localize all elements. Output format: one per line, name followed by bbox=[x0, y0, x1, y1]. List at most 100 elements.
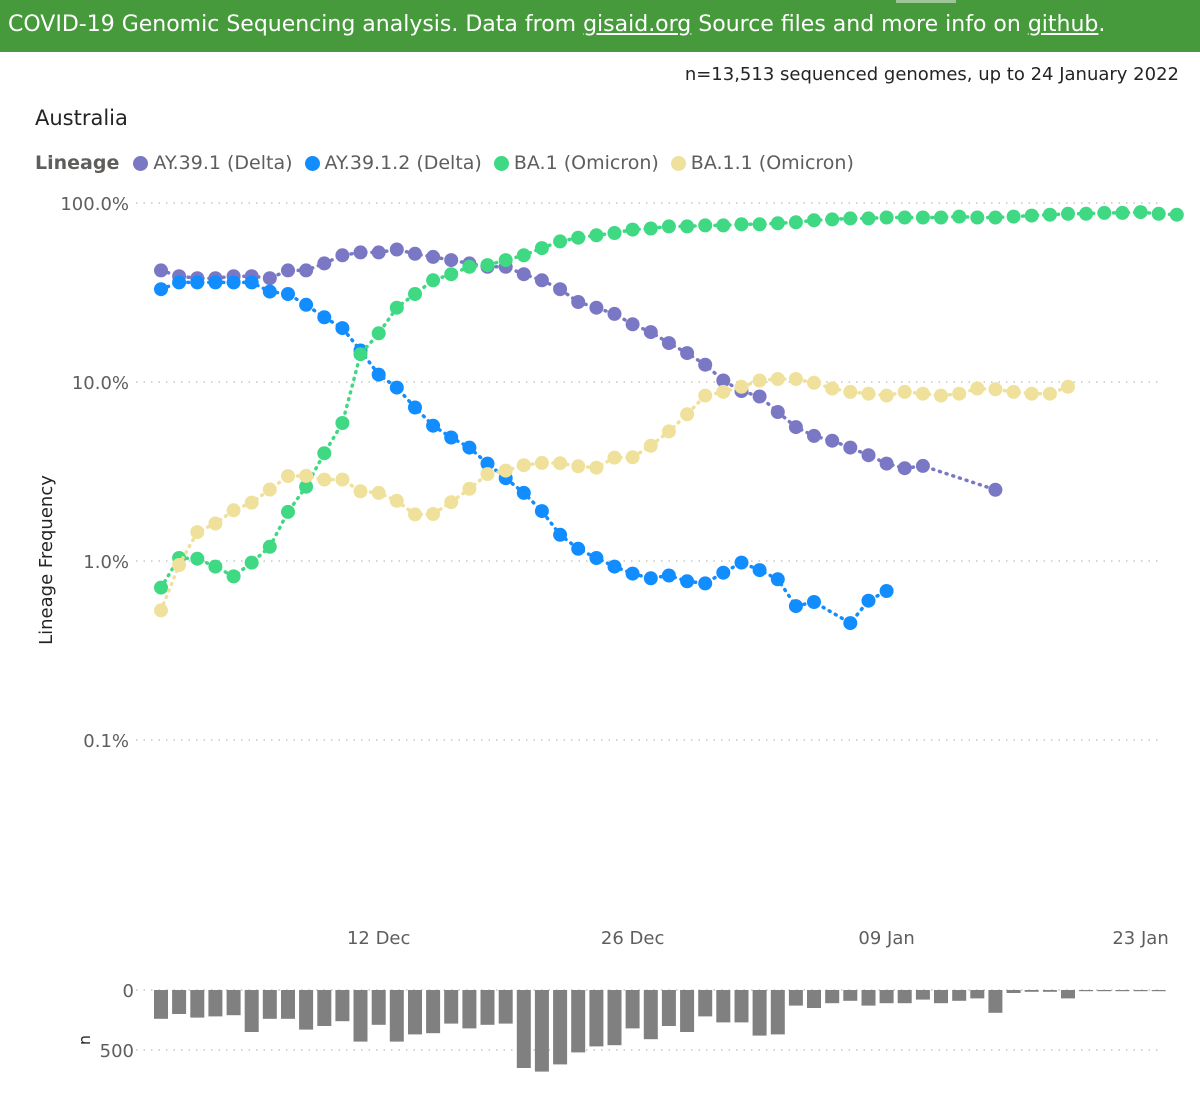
data-point[interactable] bbox=[299, 468, 314, 483]
data-point[interactable] bbox=[553, 527, 568, 542]
data-point[interactable] bbox=[934, 210, 948, 225]
data-point[interactable] bbox=[426, 418, 441, 433]
data-point[interactable] bbox=[698, 576, 713, 591]
data-point[interactable] bbox=[807, 213, 821, 228]
count-bar[interactable] bbox=[498, 990, 513, 1024]
data-point[interactable] bbox=[408, 287, 422, 301]
data-point[interactable] bbox=[444, 430, 459, 445]
data-point[interactable] bbox=[897, 461, 912, 476]
data-point[interactable] bbox=[371, 485, 386, 500]
data-point[interactable] bbox=[281, 504, 295, 519]
data-point[interactable] bbox=[1097, 205, 1112, 220]
count-bar[interactable] bbox=[897, 990, 912, 1004]
data-point[interactable] bbox=[897, 384, 912, 399]
data-point[interactable] bbox=[262, 482, 277, 497]
count-bar[interactable] bbox=[534, 990, 549, 1072]
count-bar[interactable] bbox=[752, 990, 767, 1036]
data-point[interactable] bbox=[752, 217, 767, 232]
data-point[interactable] bbox=[389, 242, 404, 257]
data-point[interactable] bbox=[480, 456, 495, 471]
data-point[interactable] bbox=[716, 218, 731, 233]
data-point[interactable] bbox=[462, 481, 477, 496]
data-point[interactable] bbox=[244, 555, 259, 570]
data-point[interactable] bbox=[281, 263, 295, 278]
data-point[interactable] bbox=[770, 405, 785, 419]
count-bar[interactable] bbox=[643, 990, 658, 1040]
data-point[interactable] bbox=[353, 245, 368, 260]
data-point[interactable] bbox=[371, 245, 386, 260]
count-bar[interactable] bbox=[1079, 990, 1094, 992]
data-point[interactable] bbox=[1042, 207, 1057, 222]
data-point[interactable] bbox=[516, 485, 531, 500]
data-point[interactable] bbox=[661, 424, 676, 439]
count-bar[interactable] bbox=[1061, 990, 1075, 999]
data-point[interactable] bbox=[1151, 206, 1166, 221]
data-point[interactable] bbox=[299, 263, 314, 278]
gisaid-link[interactable]: gisaid.org bbox=[583, 12, 692, 37]
data-point[interactable] bbox=[788, 372, 803, 386]
data-point[interactable] bbox=[934, 388, 948, 403]
data-point[interactable] bbox=[861, 211, 876, 226]
data-point[interactable] bbox=[480, 258, 495, 273]
count-bar[interactable] bbox=[444, 990, 459, 1024]
data-point[interactable] bbox=[879, 584, 894, 598]
count-bar[interactable] bbox=[299, 990, 314, 1030]
data-point[interactable] bbox=[516, 248, 531, 263]
data-point[interactable] bbox=[879, 388, 894, 403]
count-bar[interactable] bbox=[1006, 990, 1021, 993]
count-bar[interactable] bbox=[1133, 990, 1148, 992]
data-point[interactable] bbox=[553, 456, 568, 471]
data-point[interactable] bbox=[262, 284, 277, 299]
data-point[interactable] bbox=[625, 222, 640, 237]
data-point[interactable] bbox=[716, 565, 731, 580]
data-point[interactable] bbox=[915, 458, 930, 473]
count-bar[interactable] bbox=[915, 990, 930, 1000]
count-bar[interactable] bbox=[1097, 990, 1112, 992]
legend-item-ay-39-1-2[interactable]: AY.39.1.2 (Delta) bbox=[304, 152, 482, 174]
data-point[interactable] bbox=[643, 571, 658, 586]
data-point[interactable] bbox=[843, 440, 858, 455]
data-point[interactable] bbox=[281, 469, 295, 484]
data-point[interactable] bbox=[825, 212, 840, 227]
data-point[interactable] bbox=[752, 389, 767, 404]
data-point[interactable] bbox=[698, 357, 713, 372]
data-point[interactable] bbox=[861, 448, 876, 463]
data-point[interactable] bbox=[190, 275, 205, 290]
data-point[interactable] bbox=[335, 248, 350, 263]
data-point[interactable] bbox=[426, 507, 441, 521]
count-bar[interactable] bbox=[1042, 990, 1057, 992]
data-point[interactable] bbox=[752, 373, 767, 388]
data-point[interactable] bbox=[426, 273, 441, 288]
data-point[interactable] bbox=[335, 321, 350, 336]
count-bar[interactable] bbox=[861, 990, 876, 1006]
count-bar[interactable] bbox=[208, 990, 223, 1017]
data-point[interactable] bbox=[389, 300, 404, 315]
data-point[interactable] bbox=[553, 234, 568, 249]
data-point[interactable] bbox=[843, 384, 858, 399]
legend-item-ba-1[interactable]: BA.1 (Omicron) bbox=[493, 152, 659, 174]
data-point[interactable] bbox=[154, 282, 168, 297]
data-point[interactable] bbox=[625, 450, 640, 465]
count-bar[interactable] bbox=[553, 990, 568, 1065]
data-point[interactable] bbox=[553, 282, 568, 297]
count-bar[interactable] bbox=[970, 990, 985, 999]
data-point[interactable] bbox=[698, 388, 713, 403]
data-point[interactable] bbox=[190, 551, 205, 566]
data-point[interactable] bbox=[589, 300, 604, 315]
data-point[interactable] bbox=[879, 456, 894, 471]
data-point[interactable] bbox=[172, 275, 187, 290]
count-bar[interactable] bbox=[480, 990, 495, 1025]
data-point[interactable] bbox=[1133, 205, 1148, 220]
data-point[interactable] bbox=[498, 253, 513, 268]
count-bar[interactable] bbox=[335, 990, 350, 1022]
data-point[interactable] bbox=[335, 472, 350, 487]
data-point[interactable] bbox=[843, 616, 858, 631]
count-bar[interactable] bbox=[680, 990, 695, 1032]
data-point[interactable] bbox=[680, 219, 695, 234]
count-bar[interactable] bbox=[516, 990, 531, 1068]
data-point[interactable] bbox=[534, 455, 549, 470]
count-bar[interactable] bbox=[952, 990, 967, 1001]
data-point[interactable] bbox=[480, 467, 495, 482]
data-point[interactable] bbox=[952, 386, 967, 401]
data-point[interactable] bbox=[589, 228, 604, 243]
